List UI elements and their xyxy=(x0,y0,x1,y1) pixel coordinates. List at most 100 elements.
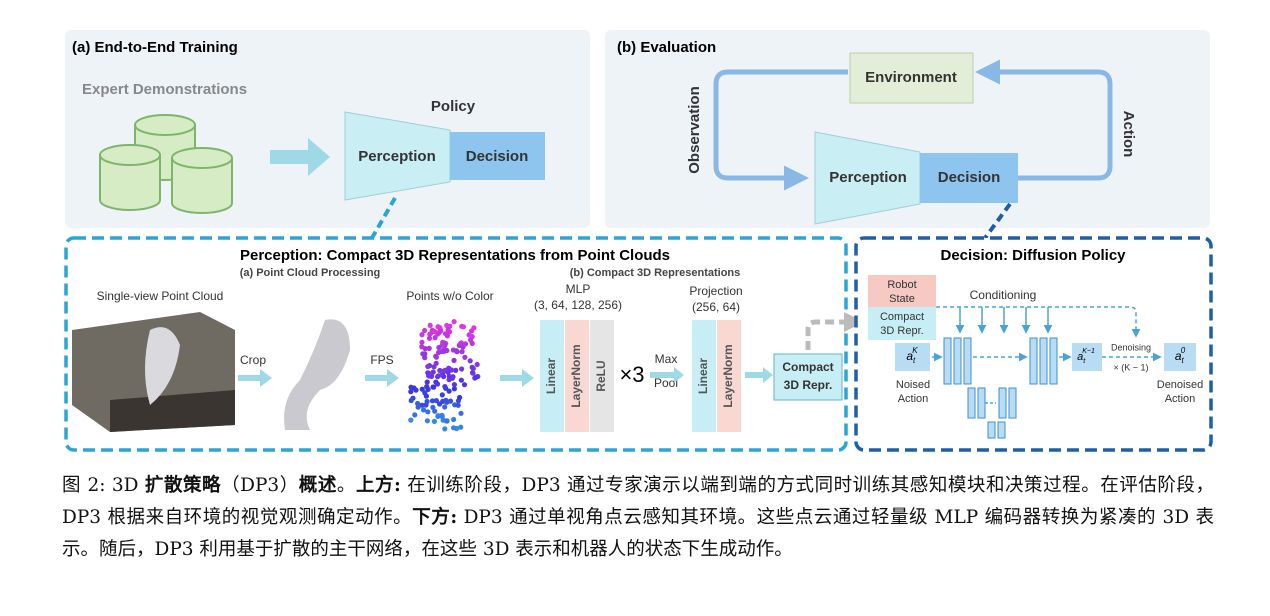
point xyxy=(408,384,414,390)
label: Linear xyxy=(544,358,558,394)
point xyxy=(435,373,442,379)
point xyxy=(439,414,445,420)
point xyxy=(419,402,425,408)
panel-title: (b) Evaluation xyxy=(617,39,716,56)
point xyxy=(430,369,436,375)
arrow xyxy=(500,369,534,387)
point xyxy=(462,341,469,347)
caption-text: 下方: xyxy=(412,507,458,528)
point xyxy=(420,407,427,413)
perception-panel xyxy=(64,236,848,452)
label: MLP xyxy=(566,282,591,296)
point xyxy=(422,327,428,334)
point xyxy=(474,361,480,368)
point xyxy=(427,331,433,337)
point xyxy=(444,322,450,329)
label: Denoising xyxy=(1111,342,1151,352)
arrow xyxy=(270,138,330,176)
arrow xyxy=(238,369,272,387)
caption-text: DP3 通过单视角点云感知其环境。这些点云通过轻量级 MLP 编码器转换为紧凑的… xyxy=(62,507,1215,560)
point xyxy=(459,366,465,372)
label: Action xyxy=(898,393,929,405)
point xyxy=(439,348,445,355)
point xyxy=(408,397,414,404)
perception-block xyxy=(814,131,921,225)
point xyxy=(427,322,433,328)
point xyxy=(433,353,439,359)
point xyxy=(408,417,414,423)
point xyxy=(444,418,450,424)
subtitle: (a) Point Cloud Processing xyxy=(240,267,381,279)
sampled-points xyxy=(408,319,481,432)
arrow xyxy=(713,69,848,191)
label: Points w/o Color xyxy=(406,289,493,303)
caption-text: 图 2: 3D xyxy=(62,475,145,496)
point xyxy=(451,319,457,325)
point xyxy=(458,424,464,430)
caption: 图 2: 3D 扩散策略（DP3）概述。上方: 在训练阶段，DP3 通过专家演示… xyxy=(62,470,1214,566)
point xyxy=(462,354,468,360)
label: Pool xyxy=(654,376,678,390)
label: Projection xyxy=(689,284,742,298)
point xyxy=(420,351,426,357)
point xyxy=(415,404,421,410)
point xyxy=(450,347,456,353)
compact-block xyxy=(868,307,936,340)
caption-text: 扩散策略 xyxy=(144,475,222,496)
label: × (K − 1) xyxy=(1113,362,1148,372)
point xyxy=(458,410,464,416)
panel-title: Decision: Diffusion Policy xyxy=(940,247,1126,264)
caption-text: 概述 xyxy=(298,475,337,496)
point xyxy=(451,357,457,363)
panel-title: (a) End-to-End Training xyxy=(72,39,238,56)
connector xyxy=(370,197,397,239)
point xyxy=(430,404,436,410)
robot-arm xyxy=(145,327,180,405)
point xyxy=(458,340,464,346)
point xyxy=(435,413,441,419)
caption-text: （DP3） xyxy=(221,475,299,496)
decision-block xyxy=(920,153,1018,203)
label: Decision xyxy=(466,148,529,165)
point xyxy=(432,335,438,341)
point xyxy=(432,329,438,335)
layer-block xyxy=(540,320,564,432)
label: Denoised xyxy=(1157,379,1203,391)
perception-block xyxy=(344,111,451,201)
point xyxy=(419,339,425,345)
math-sup: K xyxy=(912,346,918,355)
label: State xyxy=(889,293,915,305)
layer-block xyxy=(565,320,589,432)
label: Expert Demonstrations xyxy=(82,81,247,98)
label: 3D Repr. xyxy=(880,325,923,337)
label: Noised xyxy=(896,379,930,391)
point xyxy=(458,377,464,383)
point xyxy=(455,402,461,408)
point xyxy=(438,368,444,374)
point xyxy=(419,386,425,392)
point xyxy=(419,344,425,350)
layer-block xyxy=(590,320,614,432)
cropped-cloud xyxy=(284,319,350,430)
arrow xyxy=(975,59,1113,181)
point xyxy=(424,379,430,385)
point xyxy=(425,409,431,415)
label: ×3 xyxy=(619,362,644,387)
point xyxy=(424,384,430,390)
point xyxy=(436,329,442,336)
point xyxy=(436,344,442,351)
label: Crop xyxy=(240,353,266,367)
point xyxy=(473,374,479,380)
caption-text: 。 xyxy=(336,475,356,496)
point xyxy=(471,325,477,331)
label: Linear xyxy=(696,358,710,394)
point xyxy=(451,386,457,392)
label: LayerNorm xyxy=(721,344,735,407)
label: (3, 64, 128, 256) xyxy=(534,298,622,312)
label: FPS xyxy=(370,353,393,367)
point xyxy=(408,389,414,395)
label: Robot xyxy=(887,279,916,291)
database-icon xyxy=(99,114,233,214)
point xyxy=(439,392,445,398)
